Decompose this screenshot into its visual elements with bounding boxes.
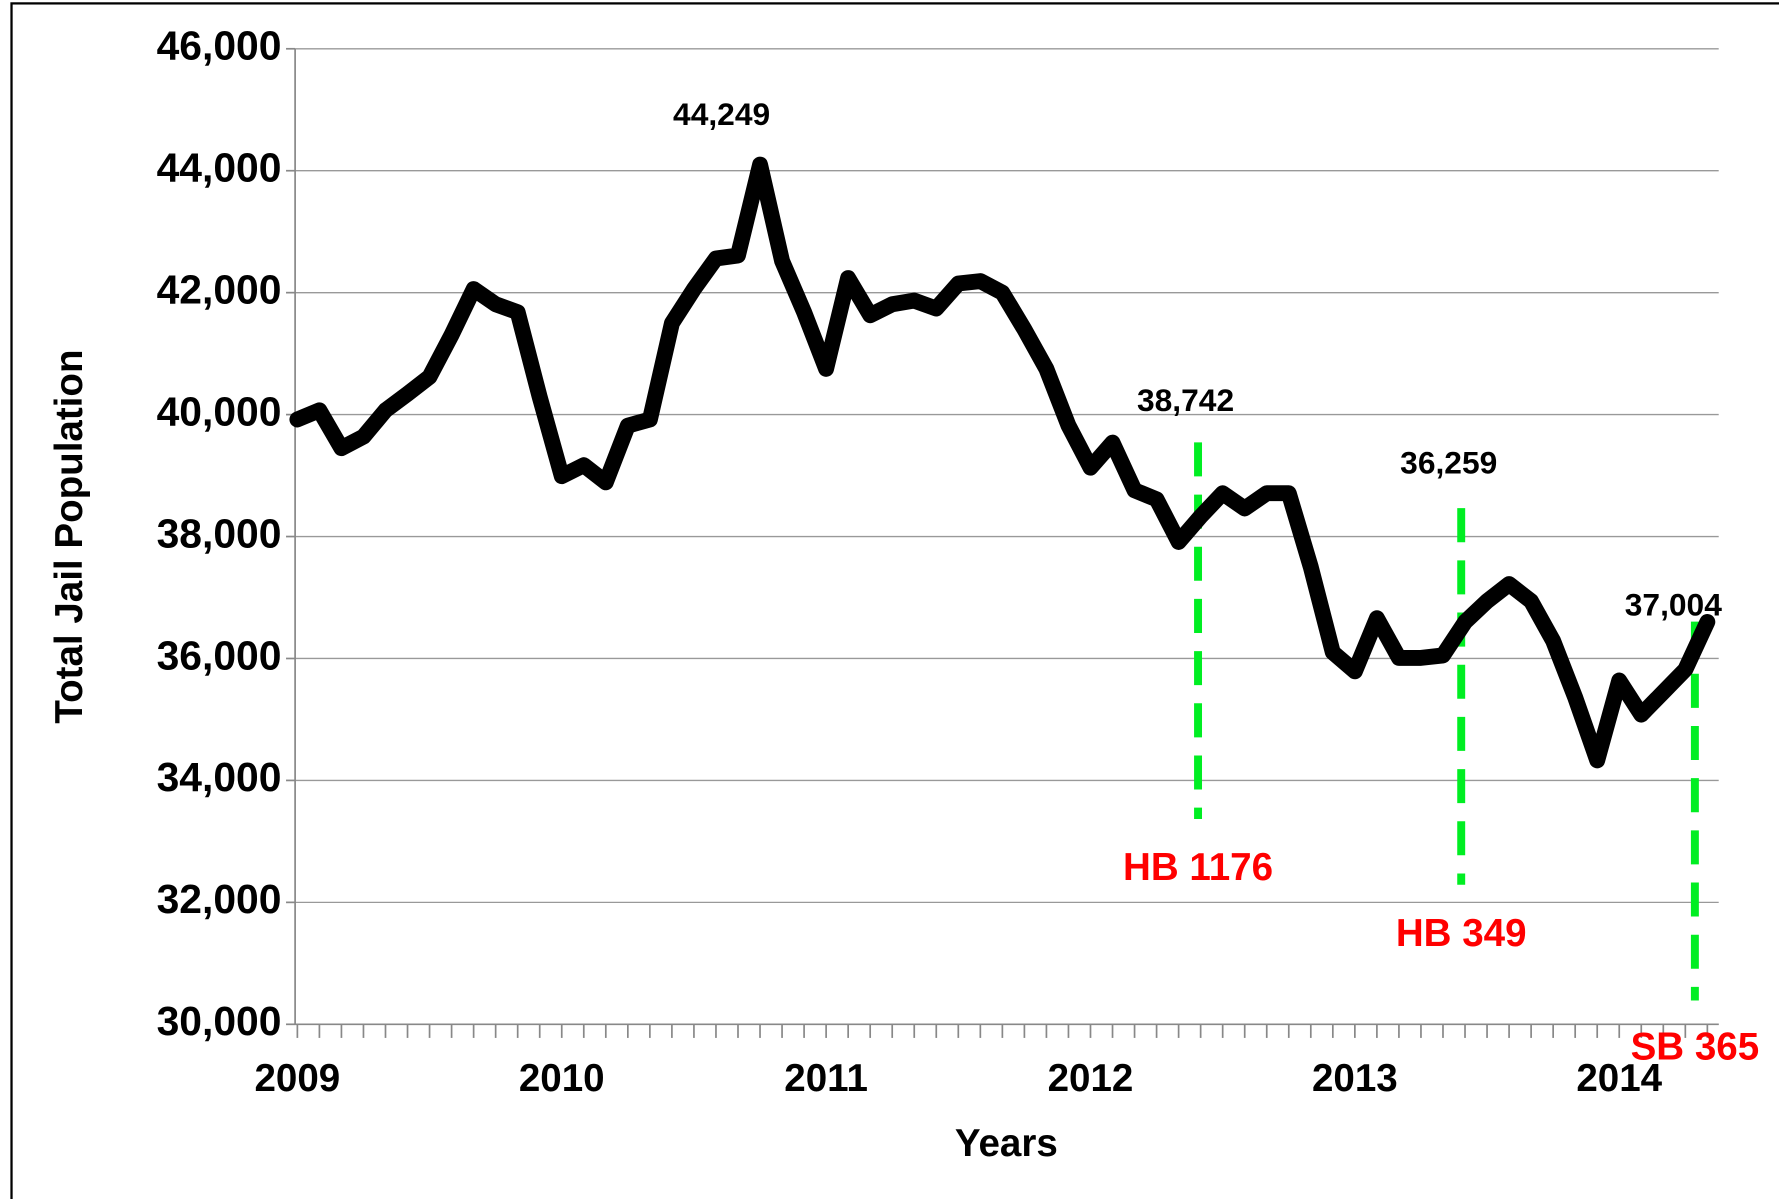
event-label: SB 365 (1631, 1025, 1760, 1068)
y-tick-label: 34,000 (157, 754, 282, 800)
y-tick-label: 44,000 (157, 144, 282, 190)
x-axis-label: Years (955, 1122, 1058, 1165)
y-axis-label: Total Jail Population (48, 350, 91, 724)
x-tick-label: 2013 (1312, 1057, 1398, 1100)
annotation: 36,259 (1400, 444, 1497, 480)
x-tick-label: 2011 (784, 1057, 868, 1100)
x-tick-label: 2010 (519, 1057, 605, 1100)
y-tick-label: 36,000 (157, 632, 282, 678)
y-tick-label: 38,000 (157, 510, 282, 556)
x-tick-label: 2014 (1576, 1057, 1662, 1100)
y-tick-label: 42,000 (157, 266, 282, 312)
x-tick-label: 2009 (254, 1057, 340, 1100)
y-tick-label: 40,000 (157, 388, 282, 434)
y-tick-label: 46,000 (157, 23, 282, 69)
y-tick-label: 30,000 (157, 998, 282, 1044)
event-label: HB 349 (1396, 912, 1527, 955)
annotation: 44,249 (673, 96, 770, 132)
x-tick-label: 2012 (1048, 1057, 1134, 1100)
chart-frame (10, 2, 1779, 1199)
annotation: 38,742 (1137, 382, 1234, 418)
annotation: 37,004 (1625, 586, 1722, 622)
event-label: HB 1176 (1123, 846, 1273, 889)
line-series (289, 156, 1716, 769)
y-tick-label: 32,000 (157, 876, 282, 922)
